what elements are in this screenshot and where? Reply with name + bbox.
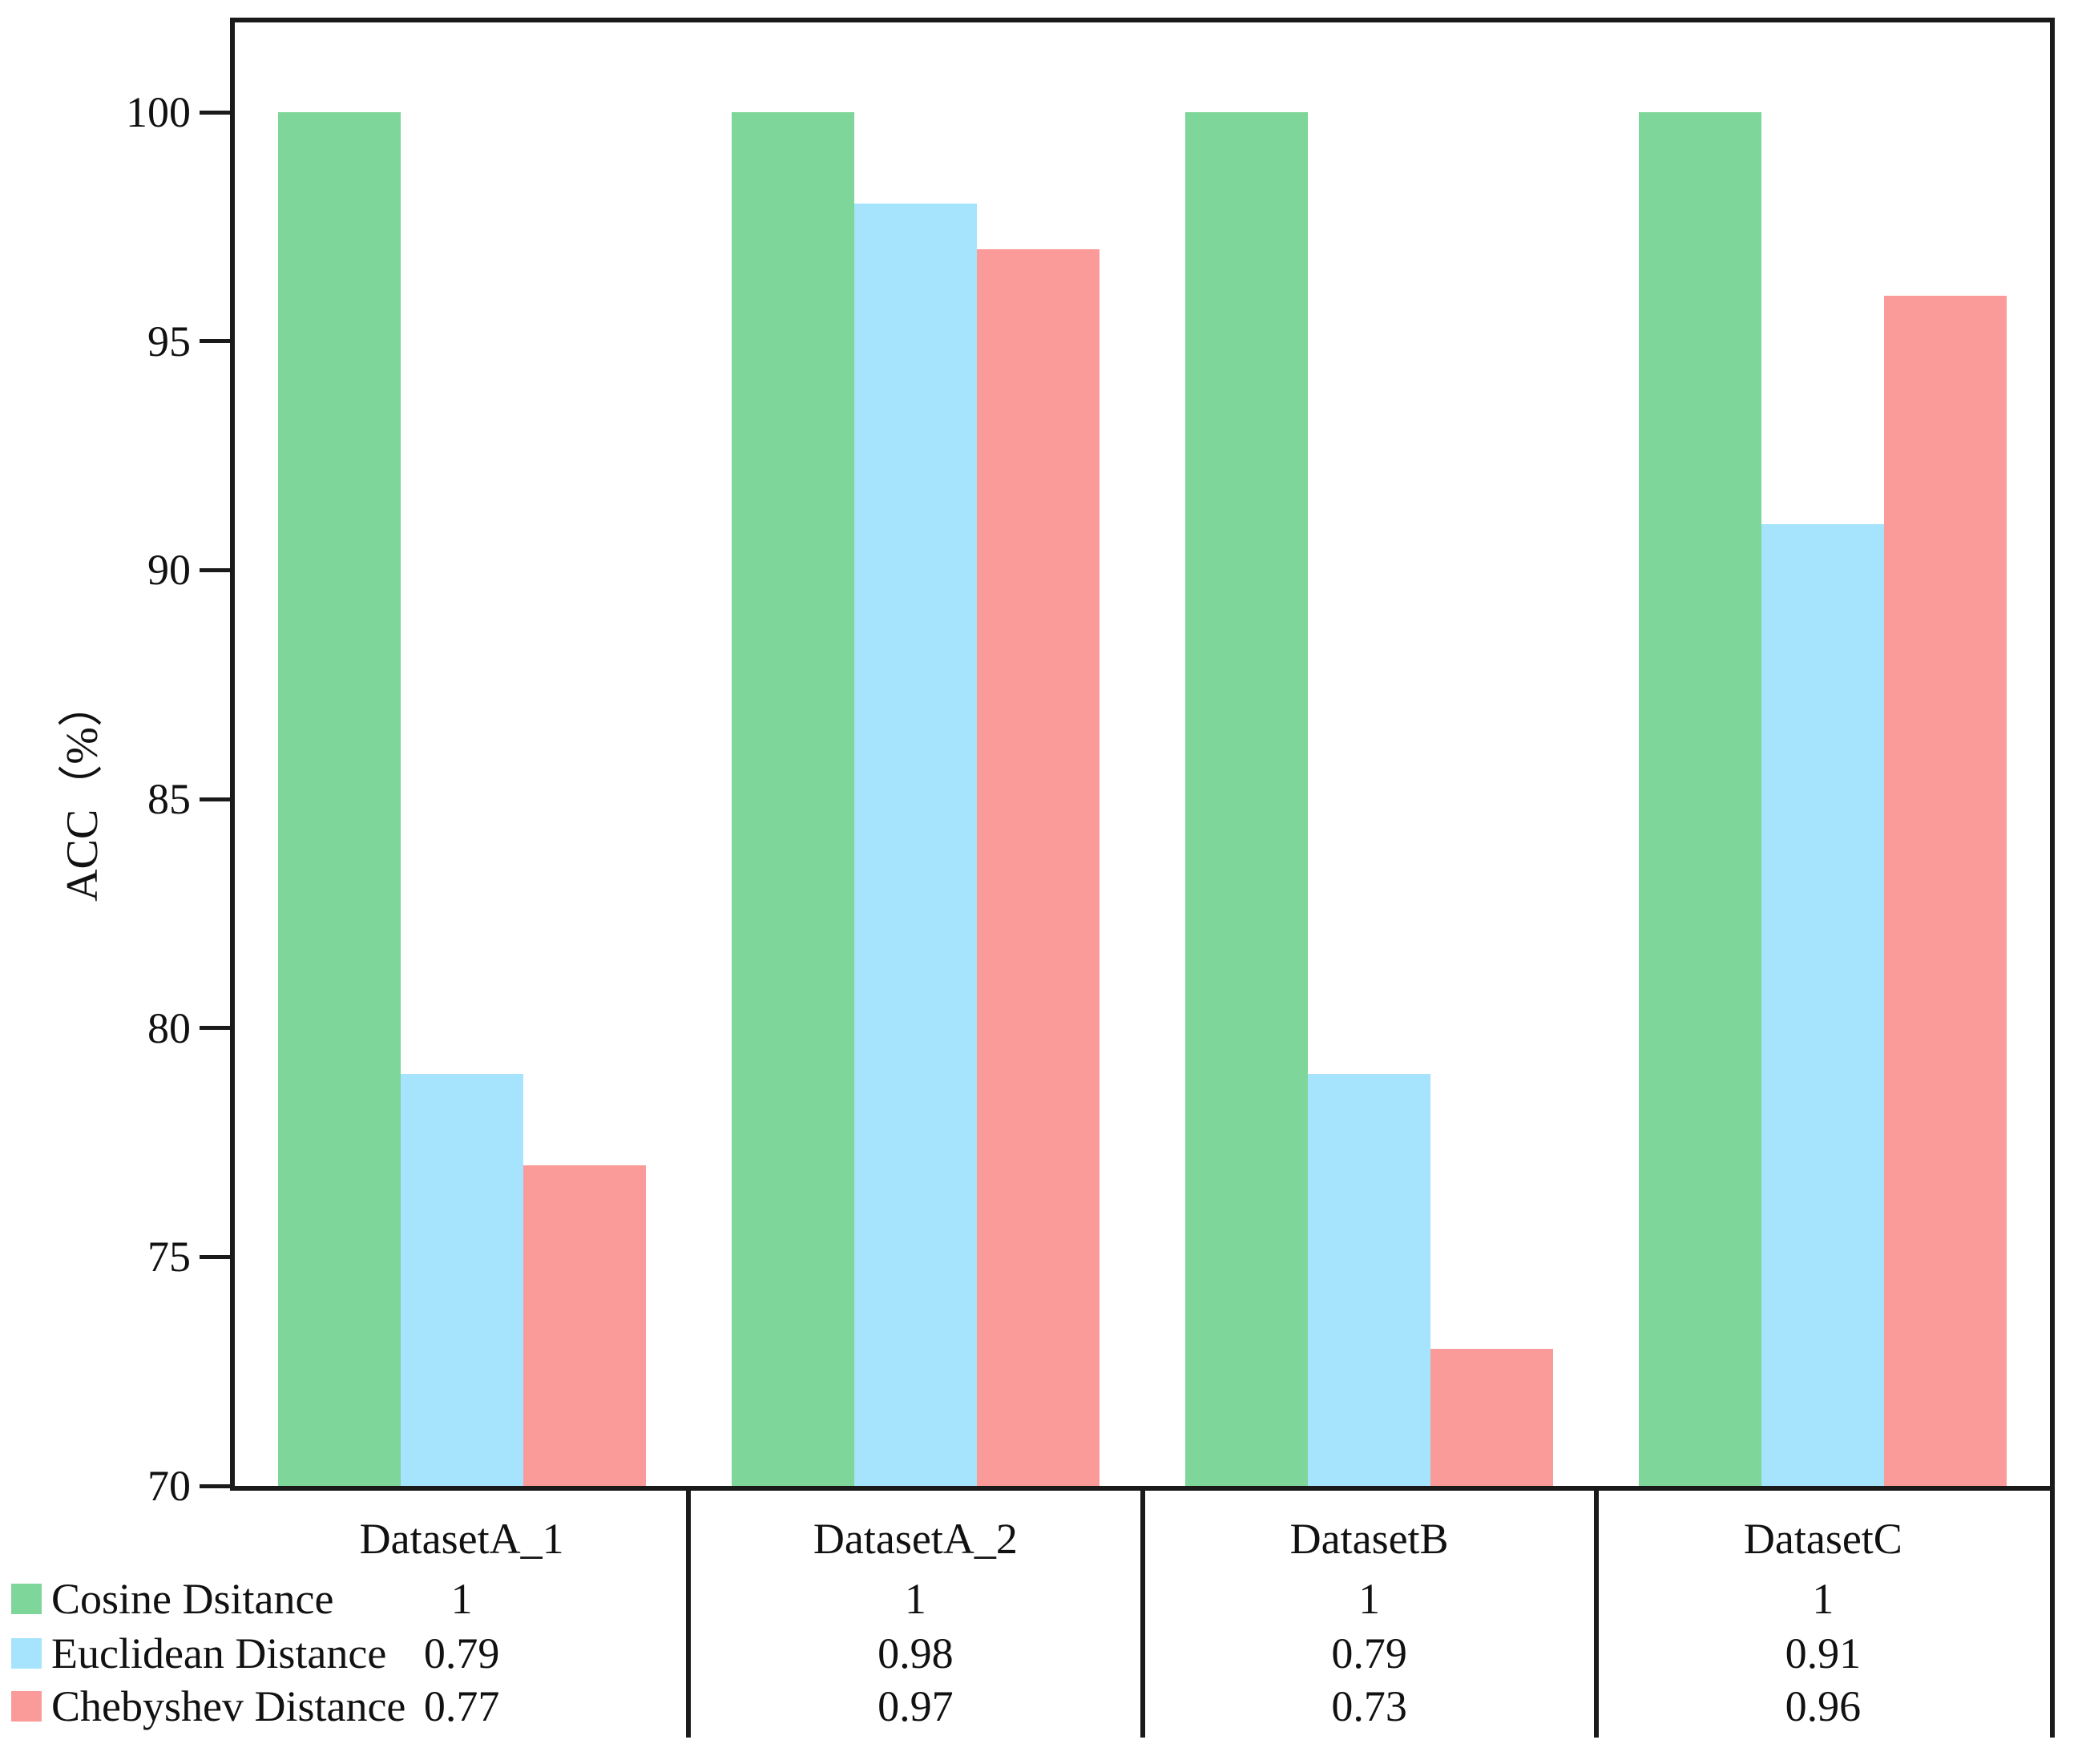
bar-chebyshev-distance-DatasetA_1 bbox=[523, 1165, 646, 1486]
bar-cosine-dsitance-DatasetA_2 bbox=[731, 112, 854, 1486]
y-tick-mark-100 bbox=[200, 110, 235, 115]
legend-label-chebyshev-distance: Chebyshev Distance bbox=[51, 1682, 406, 1730]
legend-swatch-cosine-dsitance bbox=[11, 1584, 42, 1614]
category-label-DatasetA_2: DatasetA_2 bbox=[813, 1515, 1018, 1563]
value-chebyshev-distance-DatasetC: 0.96 bbox=[1785, 1682, 1862, 1730]
y-tick-mark-75 bbox=[200, 1254, 235, 1259]
value-cosine-dsitance-DatasetC: 1 bbox=[1812, 1575, 1834, 1623]
plot-area-frame bbox=[230, 18, 2055, 1491]
y-tick-mark-95 bbox=[200, 339, 235, 344]
y-tick-label-75: 75 bbox=[147, 1233, 191, 1282]
legend-label-euclidean-distance: Euclidean Distance bbox=[51, 1629, 387, 1677]
bar-euclidean-distance-DatasetA_1 bbox=[400, 1073, 523, 1486]
value-euclidean-distance-DatasetA_1: 0.79 bbox=[423, 1629, 500, 1677]
y-tick-label-70: 70 bbox=[147, 1462, 191, 1510]
value-chebyshev-distance-DatasetA_2: 0.97 bbox=[878, 1682, 954, 1730]
column-separator-3 bbox=[1593, 1491, 1599, 1738]
column-separator-2 bbox=[1140, 1491, 1145, 1738]
y-tick-label-90: 90 bbox=[147, 546, 191, 595]
value-cosine-dsitance-DatasetB: 1 bbox=[1358, 1575, 1381, 1623]
value-cosine-dsitance-DatasetA_1: 1 bbox=[450, 1575, 473, 1623]
bar-euclidean-distance-DatasetB bbox=[1308, 1073, 1431, 1486]
legend-swatch-chebyshev-distance bbox=[11, 1691, 42, 1722]
value-euclidean-distance-DatasetB: 0.79 bbox=[1331, 1629, 1407, 1677]
y-tick-mark-70 bbox=[200, 1483, 235, 1488]
bar-cosine-dsitance-DatasetA_1 bbox=[277, 112, 401, 1486]
value-chebyshev-distance-DatasetB: 0.73 bbox=[1331, 1682, 1407, 1730]
column-separator-1 bbox=[686, 1491, 692, 1738]
category-label-DatasetC: DatasetC bbox=[1743, 1515, 1902, 1563]
bar-chebyshev-distance-DatasetC bbox=[1884, 295, 2007, 1486]
bar-chebyshev-distance-DatasetB bbox=[1430, 1348, 1554, 1486]
y-tick-mark-90 bbox=[200, 567, 235, 572]
column-separator-right-edge bbox=[2050, 1491, 2055, 1738]
y-tick-label-85: 85 bbox=[147, 775, 191, 823]
bar-euclidean-distance-DatasetC bbox=[1761, 524, 1885, 1486]
y-tick-label-80: 80 bbox=[147, 1003, 191, 1052]
legend-label-cosine-dsitance: Cosine Dsitance bbox=[51, 1575, 334, 1623]
bar-euclidean-distance-DatasetA_2 bbox=[853, 204, 977, 1486]
bar-cosine-dsitance-DatasetC bbox=[1639, 112, 1762, 1486]
y-tick-label-95: 95 bbox=[147, 317, 191, 365]
y-tick-label-100: 100 bbox=[126, 88, 191, 136]
value-cosine-dsitance-DatasetA_2: 1 bbox=[904, 1575, 926, 1623]
value-chebyshev-distance-DatasetA_1: 0.77 bbox=[423, 1682, 500, 1730]
value-euclidean-distance-DatasetC: 0.91 bbox=[1785, 1629, 1862, 1677]
legend-swatch-euclidean-distance bbox=[11, 1638, 42, 1669]
y-tick-mark-85 bbox=[200, 797, 235, 801]
category-label-DatasetA_1: DatasetA_1 bbox=[359, 1515, 564, 1563]
y-tick-mark-80 bbox=[200, 1026, 235, 1031]
value-euclidean-distance-DatasetA_2: 0.98 bbox=[878, 1629, 954, 1677]
category-label-DatasetB: DatasetB bbox=[1289, 1515, 1449, 1563]
bar-cosine-dsitance-DatasetB bbox=[1185, 112, 1309, 1486]
bar-chebyshev-distance-DatasetA_2 bbox=[976, 249, 1100, 1486]
